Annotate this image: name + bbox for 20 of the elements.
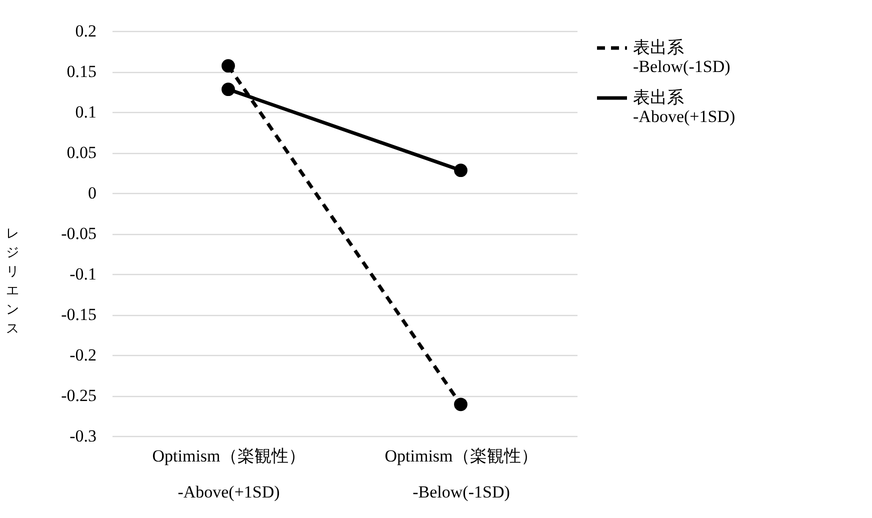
point xyxy=(454,398,468,412)
x-tick-label: Optimism（楽観性） -Below(-1SD) xyxy=(384,446,538,502)
y-tick-label: -0.3 xyxy=(70,426,96,446)
y-tick-label: 0 xyxy=(88,184,96,202)
legend-label: 表出系 -Below(-1SD) xyxy=(633,38,730,76)
y-axis-title: レジリエンス xyxy=(6,226,19,336)
y-tick-label: -0.05 xyxy=(61,224,96,243)
y-tick-label: 0.05 xyxy=(66,143,96,162)
y-tick-label: -0.15 xyxy=(61,305,96,324)
y-tick-label: 0.2 xyxy=(75,22,96,40)
x-tick-label: Optimism（楽観性） -Above(+1SD) xyxy=(152,446,306,502)
y-tick-label: -0.1 xyxy=(70,264,96,284)
y-tick-label: 0.1 xyxy=(75,102,96,122)
point xyxy=(222,82,235,96)
y-tick-label: -0.25 xyxy=(61,386,96,405)
legend-label: 表出系 -Above(+1SD) xyxy=(633,88,736,126)
y-tick-label: 0.15 xyxy=(66,62,96,81)
point xyxy=(454,164,468,178)
point xyxy=(222,59,235,73)
y-tick-label: -0.2 xyxy=(70,346,96,364)
